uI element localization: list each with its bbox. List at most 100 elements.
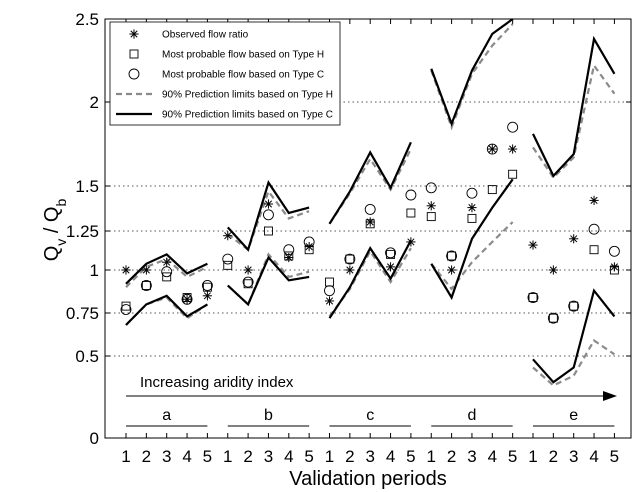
- square-point: [325, 277, 334, 287]
- circle-point: [242, 276, 254, 288]
- group-label: d: [467, 407, 476, 424]
- type-h-limit-lower: [430, 221, 514, 291]
- asterisk-point: [263, 199, 274, 209]
- circle-point: [568, 300, 580, 312]
- legend-item: 90% Prediction limits based on Type H: [116, 90, 333, 101]
- square-point: [508, 169, 518, 179]
- asterisk-point: [385, 262, 396, 272]
- type-c-limit-upper: [226, 180, 310, 252]
- x-tick-label: 5: [304, 447, 313, 466]
- asterisk-point: [467, 203, 477, 213]
- asterisk-point: [528, 240, 538, 250]
- circle-point: [486, 143, 498, 155]
- type-c-limit-lower: [532, 288, 616, 384]
- asterisk-point: [447, 265, 457, 275]
- circle-point: [588, 223, 600, 235]
- legend-asterisk-icon: [129, 29, 139, 39]
- circle-point: [547, 312, 559, 324]
- group-label: c: [366, 407, 374, 424]
- x-tick-label: 5: [406, 447, 415, 466]
- asterisk-point: [243, 265, 253, 275]
- y-label-q: Q: [41, 246, 63, 262]
- x-tick-label: 1: [325, 447, 334, 466]
- legend-item: 90% Prediction limits based on Type C: [116, 110, 333, 121]
- legend-square-icon: [129, 49, 139, 59]
- circle-point: [385, 247, 396, 259]
- square-point: [406, 208, 416, 218]
- y-tick-label: 1.25: [66, 222, 99, 241]
- annotation-text: Increasing aridity index: [140, 374, 294, 391]
- x-tick-label: 4: [284, 447, 293, 466]
- x-tick-label: 1: [427, 447, 436, 466]
- x-tick-label: 4: [182, 447, 191, 466]
- x-tick-label: 2: [345, 447, 354, 466]
- square-point: [426, 212, 436, 222]
- x-tick-label: 3: [365, 447, 374, 466]
- type-h-limit-lower: [227, 252, 310, 307]
- square-point: [243, 279, 253, 289]
- plot-frame: [104, 18, 632, 439]
- asterisk-point: [121, 265, 131, 275]
- circle-point: [507, 121, 519, 133]
- legend-item: Observed flow ratio: [129, 29, 249, 41]
- square-point: [487, 185, 497, 195]
- square-point: [223, 260, 233, 270]
- svg-text:Qv / Qb: Qv / Qb: [41, 199, 69, 262]
- circle-point: [425, 182, 437, 194]
- legend-label: Most probable flow based on Type H: [162, 50, 324, 61]
- square-point: [162, 272, 172, 282]
- square-point: [548, 313, 558, 323]
- legend-label: Observed flow ratio: [162, 30, 249, 41]
- circle-point: [222, 253, 234, 265]
- square-point: [264, 226, 273, 236]
- x-tick-label: 1: [528, 447, 537, 466]
- circle-point: [161, 266, 173, 278]
- asterisk-point: [365, 217, 375, 227]
- legend: Observed flow ratio Most probable flow ba…: [109, 21, 341, 126]
- type-h-limit-upper: [532, 62, 616, 180]
- x-tick-label: 3: [467, 447, 476, 466]
- square-point: [304, 245, 314, 255]
- asterisk-point: [589, 195, 599, 205]
- square-point: [182, 293, 192, 302]
- x-tick-label: 1: [223, 447, 232, 466]
- square-point: [345, 254, 355, 264]
- circle-point: [527, 292, 539, 303]
- legend-box: [109, 21, 341, 126]
- asterisk-point: [345, 265, 355, 275]
- aridity-arrow-head: [603, 391, 617, 401]
- y-tick-label: 2: [90, 93, 99, 112]
- x-tick-label: 2: [549, 447, 558, 466]
- type-c-limit-lower: [328, 239, 412, 319]
- square-point: [589, 245, 599, 255]
- type-c-limit-lower: [227, 255, 310, 307]
- y-tick-label: 0: [90, 429, 99, 448]
- asterisk-point: [426, 201, 436, 211]
- square-point: [365, 219, 375, 229]
- circle-point: [201, 280, 213, 291]
- y-axis-label: Qv / Qb: [41, 199, 69, 262]
- circle-point: [324, 285, 335, 297]
- circle-point: [466, 187, 478, 199]
- circle-point: [608, 245, 620, 257]
- x-tick-label: 2: [243, 447, 252, 466]
- asterisk-point: [609, 262, 619, 272]
- series-layer: [120, 18, 620, 387]
- square-point: [528, 293, 538, 302]
- y-tick-label: 0.5: [75, 347, 99, 366]
- legend-label: 90% Prediction limits based on Type C: [162, 110, 333, 121]
- type-h-limit-lower: [125, 296, 209, 326]
- type-c-limit-upper: [532, 35, 616, 178]
- gridlines: [105, 101, 631, 357]
- circle-point: [263, 209, 274, 221]
- y-tick-label: 1: [90, 261, 99, 280]
- asterisk-point: [569, 234, 579, 244]
- x-tick-label: 5: [508, 447, 517, 466]
- circle-point: [446, 250, 458, 262]
- asterisk-point: [406, 237, 416, 247]
- square-point: [202, 282, 212, 292]
- circle-point: [364, 203, 376, 215]
- square-point: [609, 265, 619, 275]
